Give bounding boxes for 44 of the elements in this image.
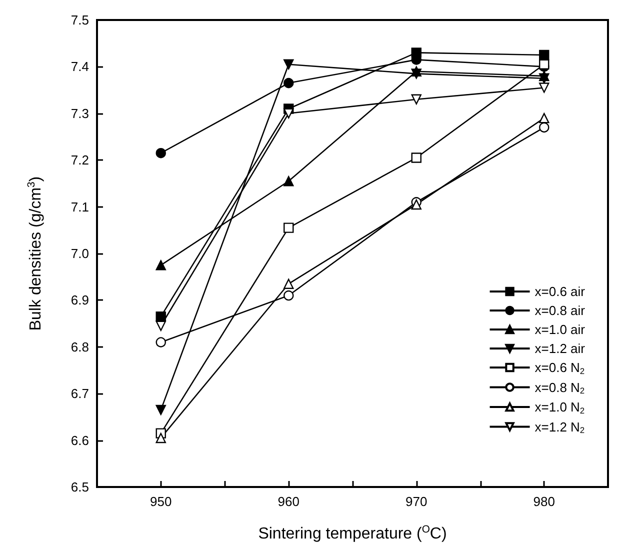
y-tick-label: 7.2 xyxy=(70,152,89,168)
point xyxy=(539,59,550,70)
legend-label: x=0.8 air xyxy=(534,303,586,318)
point xyxy=(156,260,166,270)
legend-label: x=0.6 air xyxy=(534,284,586,299)
point xyxy=(539,73,550,84)
legend-label: x=1.0 air xyxy=(534,322,586,337)
point xyxy=(156,432,166,444)
point xyxy=(284,290,294,301)
x-tick-label: 950 xyxy=(150,494,172,509)
y-tick-label: 7.3 xyxy=(70,106,89,121)
point xyxy=(284,222,294,233)
y-tick-label: 6.8 xyxy=(70,339,89,354)
x-tick-label: 980 xyxy=(533,494,555,509)
point xyxy=(284,108,294,118)
point xyxy=(156,311,166,322)
point xyxy=(411,199,422,210)
y-tick-label: 7.4 xyxy=(70,59,89,74)
point xyxy=(156,337,166,348)
y-tick-label: 6.7 xyxy=(70,386,89,402)
point xyxy=(539,122,550,133)
point xyxy=(284,78,294,88)
y-tick-label: 6.6 xyxy=(70,432,89,448)
point xyxy=(539,50,550,60)
point xyxy=(411,68,422,79)
y-tick-label: 7.0 xyxy=(70,246,89,261)
point xyxy=(284,176,294,186)
y-tick-label: 7.1 xyxy=(70,199,89,214)
x-tick-label: 970 xyxy=(406,494,428,509)
point xyxy=(284,59,294,70)
point xyxy=(411,94,422,104)
x-tick-label: 960 xyxy=(278,494,300,509)
point xyxy=(156,148,166,158)
y-tick-label: 6.9 xyxy=(70,292,89,308)
point xyxy=(411,152,422,163)
legend-label: x=1.2 air xyxy=(534,341,586,356)
point xyxy=(156,320,166,331)
point xyxy=(284,278,294,289)
y-axis-title: Bulk densities (g/cm3) xyxy=(26,176,44,331)
point xyxy=(539,82,550,93)
point xyxy=(156,404,166,416)
y-tick-label: 7.5 xyxy=(70,12,89,28)
y-tick-label: 6.5 xyxy=(70,480,89,494)
point xyxy=(539,112,550,124)
